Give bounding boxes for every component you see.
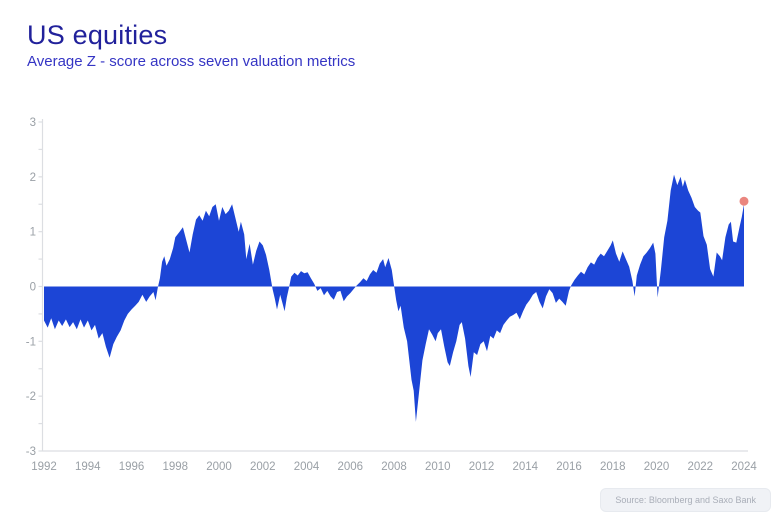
- zscore-area-series: [44, 174, 744, 422]
- x-axis-label: 2014: [512, 461, 538, 473]
- y-axis-label: -2: [26, 391, 36, 403]
- y-axis-label: 0: [30, 282, 36, 294]
- source-badge: Source: Bloomberg and Saxo Bank: [600, 488, 771, 512]
- x-axis-label: 2002: [250, 461, 276, 473]
- x-axis-label: 2022: [687, 461, 713, 473]
- x-axis-label: 2010: [425, 461, 451, 473]
- latest-value-marker: [739, 196, 749, 206]
- x-axis-label: 1998: [162, 461, 188, 473]
- x-axis-label: 2016: [556, 461, 582, 473]
- x-axis-label: 2004: [294, 461, 320, 473]
- page-title: US equities: [27, 20, 168, 50]
- y-axis-label: 1: [30, 227, 36, 239]
- y-axis-label: 2: [30, 172, 36, 184]
- source-label: Source: Bloomberg and Saxo Bank: [615, 495, 756, 505]
- x-axis-label: 2024: [731, 461, 757, 473]
- y-axis-label: -1: [26, 336, 36, 348]
- x-axis-label: 2006: [337, 461, 363, 473]
- x-axis-label: 1994: [75, 461, 101, 473]
- y-axis-label: 3: [30, 117, 36, 129]
- x-axis-label: 2000: [206, 461, 232, 473]
- page-subtitle: Average Z - score across seven valuation…: [27, 53, 356, 70]
- x-axis-label: 2018: [600, 461, 626, 473]
- x-axis-label: 1992: [31, 461, 57, 473]
- x-axis-label: 2020: [644, 461, 670, 473]
- y-axis-label: -3: [26, 446, 36, 458]
- x-axis-label: 1996: [119, 461, 145, 473]
- x-axis-label: 2008: [381, 461, 407, 473]
- x-axis-label: 2012: [469, 461, 495, 473]
